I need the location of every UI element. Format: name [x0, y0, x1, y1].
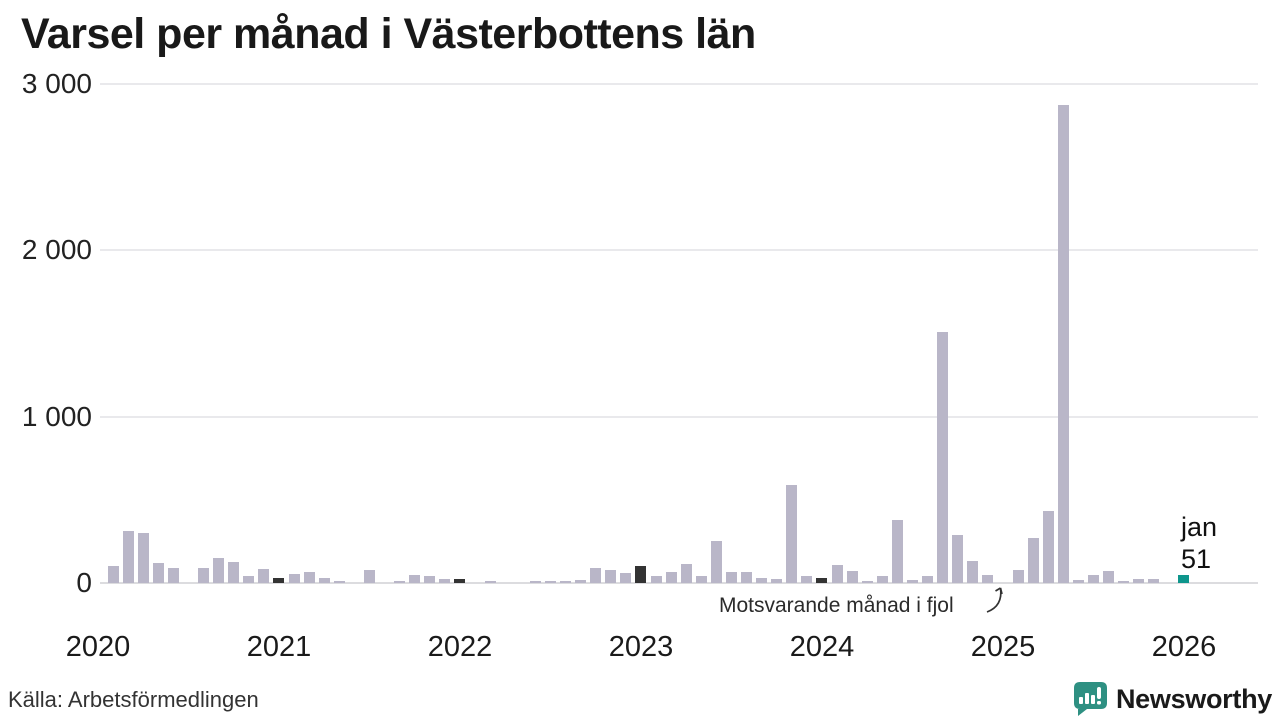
- bar: [1027, 538, 1039, 583]
- bar: [409, 574, 421, 583]
- gridline: [100, 582, 1258, 584]
- bar: [1087, 575, 1099, 583]
- bar: [575, 580, 587, 583]
- x-axis-tick-label: 2026: [1151, 631, 1217, 663]
- newsworthy-logo-icon: [1073, 682, 1107, 716]
- bar: [1133, 578, 1145, 583]
- bar: [333, 580, 345, 583]
- bar-january-comparison: [454, 579, 466, 583]
- x-axis-tick-label: 2022: [427, 631, 493, 663]
- x-axis-tick-label: 2023: [608, 631, 674, 663]
- comparison-annotation: Motsvarande månad i fjol: [719, 594, 954, 617]
- bar: [741, 572, 753, 583]
- source-credit: Källa: Arbetsförmedlingen: [8, 687, 259, 712]
- bar: [484, 581, 496, 583]
- bar: [288, 574, 300, 583]
- bar: [303, 572, 315, 583]
- bar: [967, 560, 979, 583]
- bar: [228, 562, 240, 583]
- bar: [1148, 578, 1160, 583]
- bar: [544, 581, 556, 583]
- bar-latest-month: [1178, 574, 1190, 583]
- bar: [1118, 580, 1130, 583]
- bar: [1042, 510, 1054, 583]
- bar: [710, 541, 722, 583]
- x-axis-tick-label: 2024: [789, 631, 855, 663]
- bar: [1012, 569, 1024, 583]
- bar: [620, 573, 632, 583]
- gridline: [100, 248, 1258, 251]
- bar: [529, 581, 541, 583]
- gridline: [100, 82, 1258, 85]
- bar: [1103, 571, 1115, 583]
- bar: [394, 581, 406, 583]
- bar: [258, 569, 270, 583]
- bar: [906, 579, 918, 583]
- x-axis-tick-label: 2025: [970, 631, 1036, 663]
- bar: [922, 576, 934, 583]
- bar: [198, 568, 210, 583]
- bar: [122, 530, 134, 583]
- x-axis-tick-label: 2021: [246, 631, 312, 663]
- bar: [1072, 579, 1084, 583]
- annotation-arrow-icon: [986, 587, 1003, 613]
- bar: [363, 569, 375, 583]
- bar: [725, 572, 737, 583]
- bar: [650, 576, 662, 583]
- bar: [876, 575, 888, 583]
- bar: [1057, 105, 1069, 583]
- bar-january-comparison: [816, 577, 828, 583]
- bar: [167, 567, 179, 583]
- bar: [424, 576, 436, 583]
- bar-january-comparison: [273, 578, 285, 583]
- bar: [952, 534, 964, 583]
- bar: [665, 572, 677, 583]
- y-axis-tick-label: 3 000: [21, 67, 92, 99]
- y-axis-tick-label: 2 000: [21, 233, 92, 265]
- bar: [213, 558, 225, 583]
- bar: [680, 564, 692, 583]
- x-axis-tick-label: 2020: [65, 631, 131, 663]
- gridline: [100, 415, 1258, 418]
- bar-january-comparison: [635, 566, 647, 583]
- newsworthy-logo-text: Newsworthy: [1115, 684, 1272, 714]
- bar: [137, 533, 149, 583]
- bar: [786, 484, 798, 583]
- newsworthy-logo: Newsworthy: [1070, 681, 1272, 718]
- y-axis-tick-label: 0: [76, 567, 92, 598]
- bar: [937, 331, 949, 583]
- last-bar-month: jan: [1181, 512, 1218, 542]
- y-axis-tick-label: 1 000: [21, 400, 92, 432]
- bar: [771, 579, 783, 583]
- bar: [695, 576, 707, 583]
- last-bar-value-label: jan 51: [1181, 511, 1217, 575]
- bar: [756, 578, 768, 583]
- bar: [318, 578, 330, 583]
- bar: [861, 581, 873, 583]
- bar: [801, 575, 813, 583]
- bar: [560, 581, 572, 583]
- last-bar-value: 51: [1181, 544, 1212, 574]
- bar: [107, 566, 119, 583]
- bar: [605, 570, 617, 583]
- bar: [243, 576, 255, 583]
- bar: [982, 574, 994, 583]
- bar: [846, 571, 858, 583]
- chart-title: Varsel per månad i Västerbottens län: [21, 10, 756, 58]
- bar: [590, 568, 602, 583]
- bar: [152, 562, 164, 583]
- bar: [831, 565, 843, 583]
- bar: [439, 579, 451, 583]
- bar: [891, 520, 903, 583]
